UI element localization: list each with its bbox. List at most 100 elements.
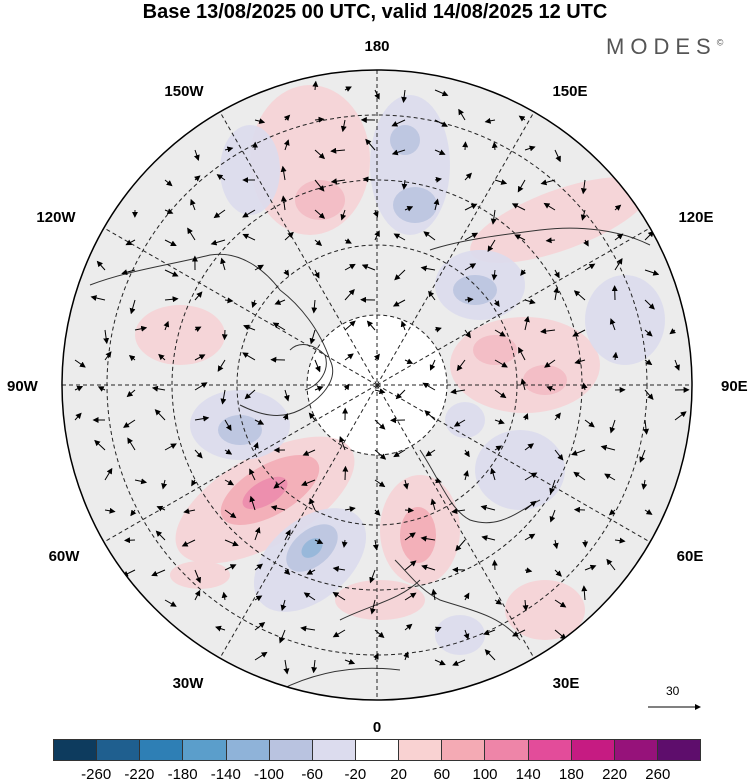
wind-vector [104,351,112,361]
wind-vector [540,179,556,186]
wind-vector [303,592,316,601]
wind-vector [464,172,472,181]
colorbar-segment [613,740,657,760]
wind-vector [181,539,196,547]
wind-vector [306,569,316,575]
wind-vector [164,599,177,607]
wind-vector [74,412,82,421]
wind-vector [546,385,556,392]
wind-vector [614,233,624,241]
wind-vector [125,239,136,246]
wind-vector [254,419,265,425]
wind-vector [401,89,408,103]
wind-vector [121,269,136,276]
wind-vector [164,208,174,214]
colorbar-segment [96,740,140,760]
wind-vector [463,592,470,601]
wind-vector [453,419,466,427]
wind-vector [370,599,376,615]
wind-vector [270,505,286,511]
lon-label-60w: 60W [49,548,81,565]
wind-vector [644,329,653,337]
wind-vector [194,415,210,422]
colorbar-tick-label: 260 [645,766,671,783]
wind-vector [404,560,417,571]
wind-vector [343,383,350,391]
wind-vector [332,566,346,572]
wind-vector [549,509,556,523]
wind-vector [254,621,266,631]
colorbar-tick-label: -60 [301,766,324,783]
wind-vector [224,419,232,432]
wind-vector [134,325,148,332]
wind-vector [344,506,356,513]
wind-vector [224,146,234,153]
colorbar-segment [225,740,269,760]
wind-vector [280,195,287,211]
wind-vector [221,591,228,601]
wind-vector [614,204,622,211]
wind-vector [431,588,438,601]
wind-vector [302,449,316,456]
wind-vector [224,479,235,486]
wind-vector [217,359,226,372]
wind-vector [242,352,256,361]
wind-vector [314,179,325,192]
colorbar-segment [139,740,183,760]
wind-vector [674,411,687,421]
wind-vector [494,445,503,452]
wind-vector [572,329,586,337]
wind-vector [215,625,226,632]
wind-vector [164,239,177,247]
wind-vector [552,539,559,550]
lon-label-150e: 150E [552,83,587,100]
wind-vector [520,269,527,276]
wind-vector [156,505,166,512]
wind-vector [213,209,226,219]
wind-vector [606,558,616,571]
wind-vector [395,389,406,400]
wind-vector [580,209,587,221]
wind-vector [130,509,137,517]
wind-vector [194,326,202,333]
wind-vector [581,585,588,601]
wind-vector [491,559,498,571]
wind-vector [374,388,386,395]
wind-vector [434,89,449,97]
wind-vector [283,139,290,151]
wind-vector [283,389,290,402]
wind-vector [608,509,616,516]
wind-vector [464,296,474,303]
wind-vector [374,629,385,639]
wind-vector [254,526,261,541]
wind-vector [314,116,325,123]
wind-vector [194,449,203,459]
wind-vector [216,174,226,181]
wind-vector [394,269,406,281]
wind-vector [493,299,500,307]
wind-vector [554,412,561,421]
wind-vector [434,659,446,666]
wind-vector [224,509,237,519]
wind-vector [340,209,347,221]
wind-vector [344,353,354,361]
wind-vector [154,409,166,421]
colorbar-segment [398,740,442,760]
wind-vector [494,418,505,425]
vector-scale-label: 30 [666,684,680,698]
wind-vector [221,329,228,341]
wind-vector [373,652,379,661]
colorbar-segment [311,740,355,760]
wind-vector [484,649,496,661]
wind-vector [464,329,471,339]
map-title: Base 13/08/2025 00 UTC, valid 14/08/2025… [142,1,608,23]
wind-vector [332,591,346,601]
colorbar [53,739,701,761]
wind-vector [308,412,316,421]
wind-vector [584,263,596,271]
wind-vector [128,354,136,362]
lon-label-90e: 90E [721,378,748,395]
wind-vector [420,535,436,542]
wind-vector [644,269,660,276]
wind-vector [612,351,619,361]
